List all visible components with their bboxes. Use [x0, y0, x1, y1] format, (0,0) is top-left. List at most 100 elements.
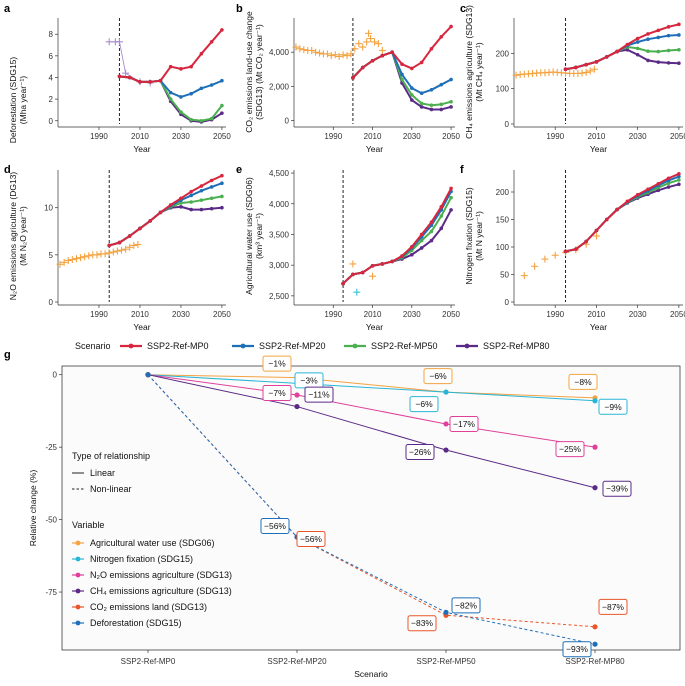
value-label: −87% — [602, 602, 624, 612]
x-tick-label: 2050 — [670, 310, 685, 319]
series-line-SSP2-Ref-MP50 — [342, 197, 452, 285]
series-point — [449, 105, 453, 109]
series-point — [419, 238, 424, 243]
series-point — [584, 239, 588, 244]
y-axis-title: N₂O emissions agriculture (DG13)(Mt N₂O … — [8, 172, 28, 301]
value-label: −56% — [264, 521, 286, 531]
series-line-SSP2-Ref-MP80 — [565, 183, 680, 253]
series-line-SSP2-Ref-MP0 — [119, 29, 223, 83]
series-point — [199, 184, 204, 188]
series-point — [677, 172, 681, 176]
series-point — [199, 207, 204, 212]
legend-label: SSP2-Ref-MP20 — [259, 341, 326, 351]
value-label: −6% — [429, 371, 447, 381]
series-point — [220, 205, 224, 210]
value-label-box — [555, 441, 585, 458]
value-label: −83% — [411, 618, 433, 628]
series-point — [179, 67, 183, 71]
value-label-box — [304, 386, 334, 403]
y-tick-label: 0 — [53, 371, 58, 380]
series-point — [677, 182, 681, 187]
series-line-SSP2-Ref-MP50 — [565, 178, 680, 253]
legend-marker — [352, 343, 358, 349]
x-axis-title: Year — [133, 144, 150, 154]
series-point — [615, 207, 619, 212]
variable-legend-marker — [75, 620, 81, 626]
y-tick-label: 100 — [496, 85, 510, 94]
x-tick-label: 2010 — [588, 132, 606, 141]
value-label-box — [423, 368, 453, 385]
y-tick-label: 4 — [49, 73, 54, 82]
series-point — [449, 24, 453, 29]
panel-b: b 0 2,000 4,000 1990 2010 2030 2050 Year CO₂ emis… — [236, 3, 461, 154]
x-tick-label: 1990 — [324, 310, 342, 319]
series-line-SSP2-Ref-MP0 — [565, 172, 680, 253]
value-label: −1% — [268, 359, 286, 369]
series-point — [179, 204, 183, 209]
variable-legend-marker — [75, 604, 81, 610]
series-point — [429, 229, 434, 234]
y-tick-label: 2,000 — [269, 82, 290, 91]
series-point — [209, 178, 214, 183]
series-point — [635, 46, 640, 51]
y-tick-label: 2 — [49, 95, 54, 104]
y-tick-label: 150 — [496, 216, 510, 225]
x-tick-label: 2050 — [670, 132, 685, 141]
variable-legend-label: Nitrogen fixation (SDG15) — [90, 554, 193, 564]
y-tick-label: 0 — [505, 120, 510, 129]
series-point — [666, 61, 671, 65]
series-point — [400, 72, 404, 77]
variable-legend-label: Deforestation (SDG15) — [90, 618, 182, 628]
series-point — [449, 208, 453, 212]
series-point — [449, 186, 453, 191]
x-tick-label: 2010 — [364, 132, 382, 141]
series-point — [209, 196, 214, 201]
series-point — [656, 35, 661, 40]
series-point — [656, 188, 661, 193]
series-point — [419, 232, 424, 237]
variable-legend-label: Agricultural water use (SDG06) — [90, 538, 215, 548]
value-label: −17% — [453, 419, 475, 429]
series-point — [635, 40, 640, 44]
series-point — [360, 270, 365, 275]
x-tick-label: 2030 — [403, 310, 421, 319]
series-point — [209, 185, 214, 189]
series-point — [574, 247, 578, 251]
y-axis-title: CH₄ emissions agriculture (SDG13)(Mt CH₄… — [464, 5, 484, 139]
series-point — [179, 95, 183, 99]
series-point — [410, 98, 414, 102]
legend-marker — [128, 343, 134, 349]
y-axis-title: CO₂ emissions land-use change(SDG13) (Mt… — [244, 11, 264, 133]
panel-c: c 0 100 200 1990 2010 2030 2050 Year CH₄ emission… — [460, 3, 685, 154]
series-point — [449, 195, 453, 200]
y-axis-title-line: (Mt N year⁻¹) — [474, 211, 484, 261]
value-label: −6% — [415, 399, 433, 409]
x-axis-title: Year — [590, 144, 607, 154]
series-point — [400, 77, 404, 82]
x-tick-label: 1990 — [90, 132, 108, 141]
y-axis-title-line: (SDG13) (Mt CO₂ year⁻¹) — [254, 24, 264, 120]
series-point — [199, 198, 204, 202]
series-point — [199, 86, 204, 91]
legend-marker — [464, 343, 470, 349]
variable-legend-label: N₂O emissions agriculture (SDG13) — [90, 570, 232, 580]
x-axis-title: Year — [366, 322, 383, 332]
series-point — [168, 203, 173, 207]
series-point — [209, 39, 214, 44]
series-point — [656, 28, 661, 33]
series-point — [189, 64, 193, 69]
series-point — [443, 447, 449, 453]
series-line-SSP2-Ref-MP0 — [108, 174, 223, 247]
x-tick-label: 2050 — [213, 132, 231, 141]
x-tick-label: 2030 — [172, 310, 190, 319]
series-point — [592, 398, 598, 404]
y-tick-label: 200 — [496, 188, 510, 197]
relationship-legend-label: Non-linear — [90, 484, 132, 494]
panel-label: c — [460, 3, 466, 15]
value-label: −3% — [300, 375, 318, 385]
series-point — [410, 244, 414, 249]
x-tick-label: 1990 — [546, 310, 564, 319]
value-label-box — [562, 641, 592, 658]
series-point — [635, 36, 640, 41]
